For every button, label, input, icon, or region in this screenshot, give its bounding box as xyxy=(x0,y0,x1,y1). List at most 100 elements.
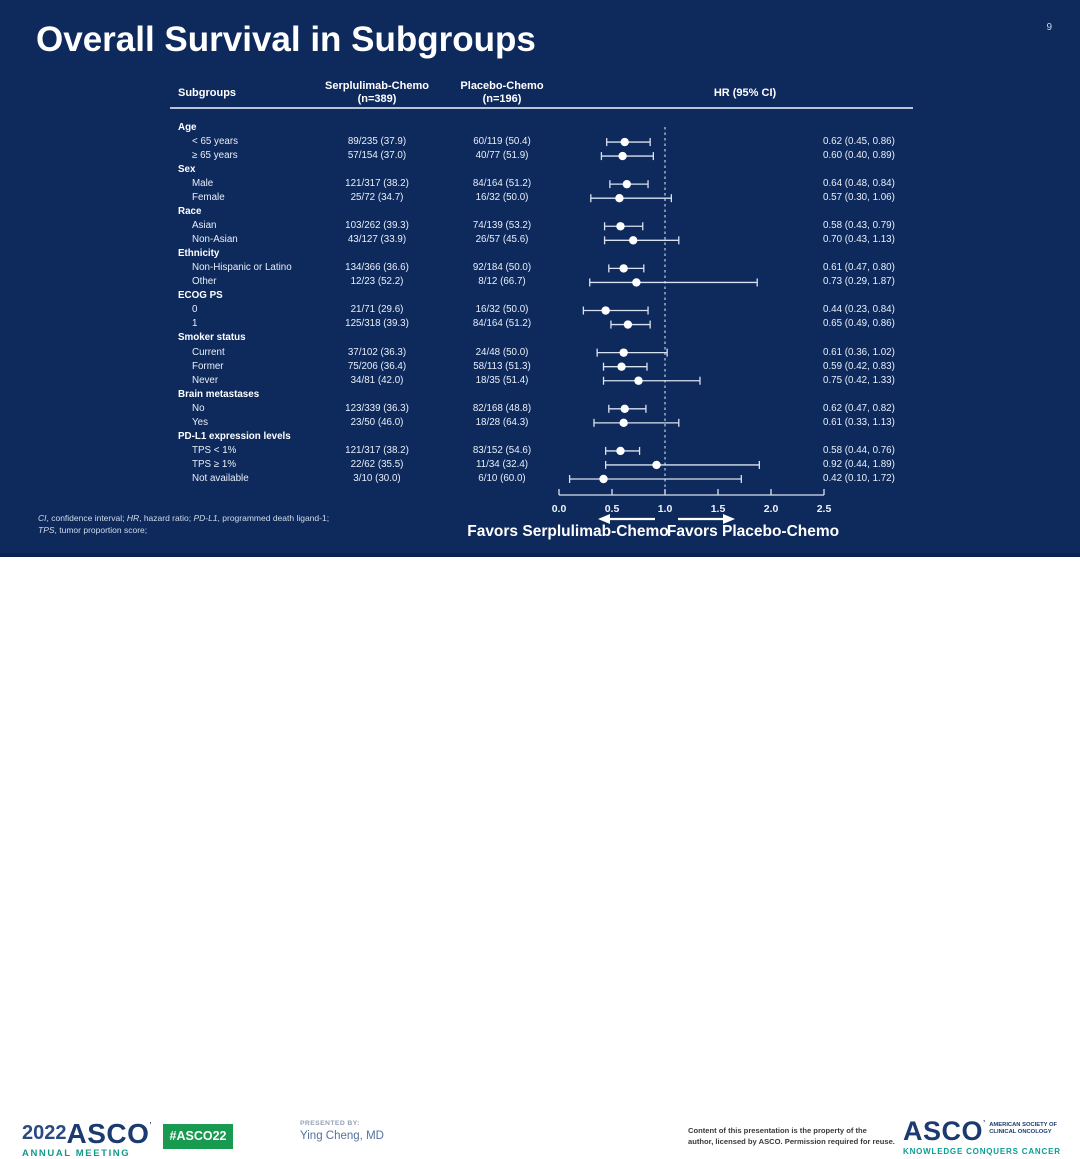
society-line2: CLINICAL ONCOLOGY xyxy=(989,1129,1052,1135)
serplulimab-value: 43/127 (33.9) xyxy=(347,234,407,246)
hr-ci-value: 0.65 (0.49, 0.86) xyxy=(823,318,895,330)
hr-ci-value: 0.61 (0.36, 1.02) xyxy=(823,346,895,358)
table-row: Never 34/81 (42.0) 18/35 (51.4) 0.75 (0.42,… xyxy=(0,374,1080,388)
serplulimab-value: 21/71 (29.6) xyxy=(350,304,404,316)
serplulimab-value: 57/154 (37.0) xyxy=(347,150,407,162)
x-axis-tick-label: 0.5 xyxy=(605,503,620,515)
serplulimab-value: 3/10 (30.0) xyxy=(353,472,401,484)
hr-ci-value: 0.62 (0.47, 0.82) xyxy=(823,402,895,414)
registered-mark-icon: ’ xyxy=(149,1121,152,1132)
table-row: Other 12/23 (52.2) 8/12 (66.7) 0.73 (0.29, … xyxy=(0,275,1080,289)
hr-ci-value: 0.62 (0.45, 0.86) xyxy=(823,136,895,148)
table-row: Non-Hispanic or Latino 134/366 (36.6) 92/1… xyxy=(0,261,1080,275)
column-header-subgroups: Subgroups xyxy=(178,87,237,99)
hr-ci-value: 0.60 (0.40, 0.89) xyxy=(823,150,895,162)
hr-ci-value: 0.61 (0.33, 1.13) xyxy=(823,416,895,428)
section-label: Brain metastases xyxy=(178,388,260,400)
footnote-line1: CI, confidence interval; HR, hazard rati… xyxy=(38,512,329,524)
slide-background: Overall Survival in Subgroups 9 Subgroup… xyxy=(0,0,1080,553)
placebo-value: 82/168 (48.8) xyxy=(472,402,532,414)
table-row: Former 75/206 (36.4) 58/113 (51.3) 0.59 (0.… xyxy=(0,360,1080,374)
placebo-value: 24/48 (50.0) xyxy=(475,346,529,358)
table-row: Non-Asian 43/127 (33.9) 26/57 (45.6) 0.70 (… xyxy=(0,233,1080,247)
table-row: 1 125/318 (39.3) 84/164 (51.2) 0.65 (0.49, … xyxy=(0,317,1080,331)
subgroup-label: 0 xyxy=(192,304,198,316)
placebo-value: 11/34 (32.4) xyxy=(475,458,529,470)
x-axis-tick-label: 2.5 xyxy=(817,503,832,515)
page-number: 9 xyxy=(1046,22,1052,33)
registered-mark-icon: ’ xyxy=(983,1119,986,1130)
table-section-row: Sex xyxy=(0,163,1080,177)
table-row: TPS < 1% 121/317 (38.2) 83/152 (54.6) 0.58 … xyxy=(0,444,1080,458)
section-label: PD-L1 expression levels xyxy=(178,430,291,442)
asco-wordmark: ASCO xyxy=(66,1118,150,1149)
subgroup-label: < 65 years xyxy=(192,136,239,148)
subgroup-label: Male xyxy=(192,178,214,190)
subgroup-label: Female xyxy=(192,192,225,204)
asco-wordmark: ASCO xyxy=(903,1116,984,1146)
section-label: Sex xyxy=(178,164,196,176)
placebo-value: 18/35 (51.4) xyxy=(475,374,529,386)
abbreviation-term: TPS xyxy=(38,525,55,535)
table-row: ≥ 65 years 57/154 (37.0) 40/77 (51.9) 0.60 … xyxy=(0,149,1080,163)
copyright-line1: Content of this presentation is the prop… xyxy=(688,1126,867,1135)
subgroup-table: Age < 65 years 89/235 (37.9) 60/119 (50.4) 0… xyxy=(0,121,1080,486)
section-label: ECOG PS xyxy=(178,290,223,302)
hr-ci-value: 0.58 (0.44, 0.76) xyxy=(823,444,895,456)
table-section-row: Ethnicity xyxy=(0,247,1080,261)
subgroup-label: Yes xyxy=(192,416,208,428)
x-axis-tick-label: 0.0 xyxy=(552,503,567,515)
serplulimab-value: 37/102 (36.3) xyxy=(347,346,407,358)
subgroup-label: No xyxy=(192,402,205,414)
asco-2022-annual-meeting-logo: 2022ASCO’ ANNUAL MEETING xyxy=(22,1120,152,1159)
society-line1: AMERICAN SOCIETY OF xyxy=(989,1122,1058,1128)
serplulimab-value: 22/62 (35.5) xyxy=(350,458,404,470)
table-row: No 123/339 (36.3) 82/168 (48.8) 0.62 (0.47,… xyxy=(0,402,1080,416)
society-name: AMERICAN SOCIETY OF CLINICAL ONCOLOGY xyxy=(989,1122,1057,1136)
section-label: Race xyxy=(178,206,202,218)
asco-society-logo: ASCO’ AMERICAN SOCIETY OF CLINICAL ONCOL… xyxy=(903,1116,1061,1156)
hr-ci-value: 0.59 (0.42, 0.83) xyxy=(823,360,895,372)
column-header-serplulimab-line2: (n=389) xyxy=(357,93,397,105)
placebo-value: 16/32 (50.0) xyxy=(475,192,529,204)
placebo-value: 74/139 (53.2) xyxy=(472,220,532,232)
section-label: Ethnicity xyxy=(178,248,220,260)
table-row: Asian 103/262 (39.3) 74/139 (53.2) 0.58 (0.… xyxy=(0,219,1080,233)
copyright-line2: author, licensed by ASCO. Permission req… xyxy=(688,1136,895,1146)
table-section-row: Race xyxy=(0,205,1080,219)
column-header-placebo-line2: (n=196) xyxy=(482,93,522,105)
table-section-row: Smoker status xyxy=(0,331,1080,345)
x-axis-tick-label: 1.0 xyxy=(658,503,673,515)
logo-year: 2022 xyxy=(22,1122,67,1144)
serplulimab-value: 121/317 (38.2) xyxy=(345,178,409,190)
placebo-value: 58/113 (51.3) xyxy=(473,360,531,372)
serplulimab-value: 89/235 (37.9) xyxy=(347,136,407,148)
column-header-serplulimab: Serplulimab-Chemo (n=389) xyxy=(295,80,459,106)
column-header-placebo-line1: Placebo-Chemo xyxy=(460,80,544,92)
hr-ci-value: 0.73 (0.29, 1.87) xyxy=(823,276,895,288)
column-header-serplulimab-line1: Serplulimab-Chemo xyxy=(325,80,429,92)
table-section-row: PD-L1 expression levels xyxy=(0,430,1080,444)
abbreviation-term: CI xyxy=(38,513,47,523)
subgroup-label: TPS ≥ 1% xyxy=(192,458,237,470)
section-label: Smoker status xyxy=(178,332,246,344)
slide-title: Overall Survival in Subgroups xyxy=(36,20,536,59)
abbreviation-term: HR xyxy=(126,513,140,523)
table-row: Not available 3/10 (30.0) 6/10 (60.0) 0.42 … xyxy=(0,472,1080,486)
table-row: Yes 23/50 (46.0) 18/28 (64.3) 0.61 (0.33, 1… xyxy=(0,416,1080,430)
subgroup-label: Non-Asian xyxy=(192,234,238,246)
table-row: < 65 years 89/235 (37.9) 60/119 (50.4) 0.62… xyxy=(0,135,1080,149)
hr-ci-value: 0.61 (0.47, 0.80) xyxy=(823,262,895,274)
footnote-line2: TPS, tumor proportion score; xyxy=(38,524,329,536)
placebo-value: 84/164 (51.2) xyxy=(472,178,532,190)
table-row: 0 21/71 (29.6) 16/32 (50.0) 0.44 (0.23, 0.8… xyxy=(0,303,1080,317)
placebo-value: 18/28 (64.3) xyxy=(475,416,529,428)
subgroup-label: Other xyxy=(192,276,217,288)
hr-ci-value: 0.70 (0.43, 1.13) xyxy=(823,234,895,246)
placebo-value: 26/57 (45.6) xyxy=(475,234,529,246)
table-section-row: Age xyxy=(0,121,1080,135)
header-divider-line xyxy=(170,107,913,109)
hr-ci-value: 0.64 (0.48, 0.84) xyxy=(823,178,895,190)
footnote-text: , tumor proportion score; xyxy=(54,525,148,535)
footnote-text: , hazard ratio; xyxy=(139,513,194,523)
